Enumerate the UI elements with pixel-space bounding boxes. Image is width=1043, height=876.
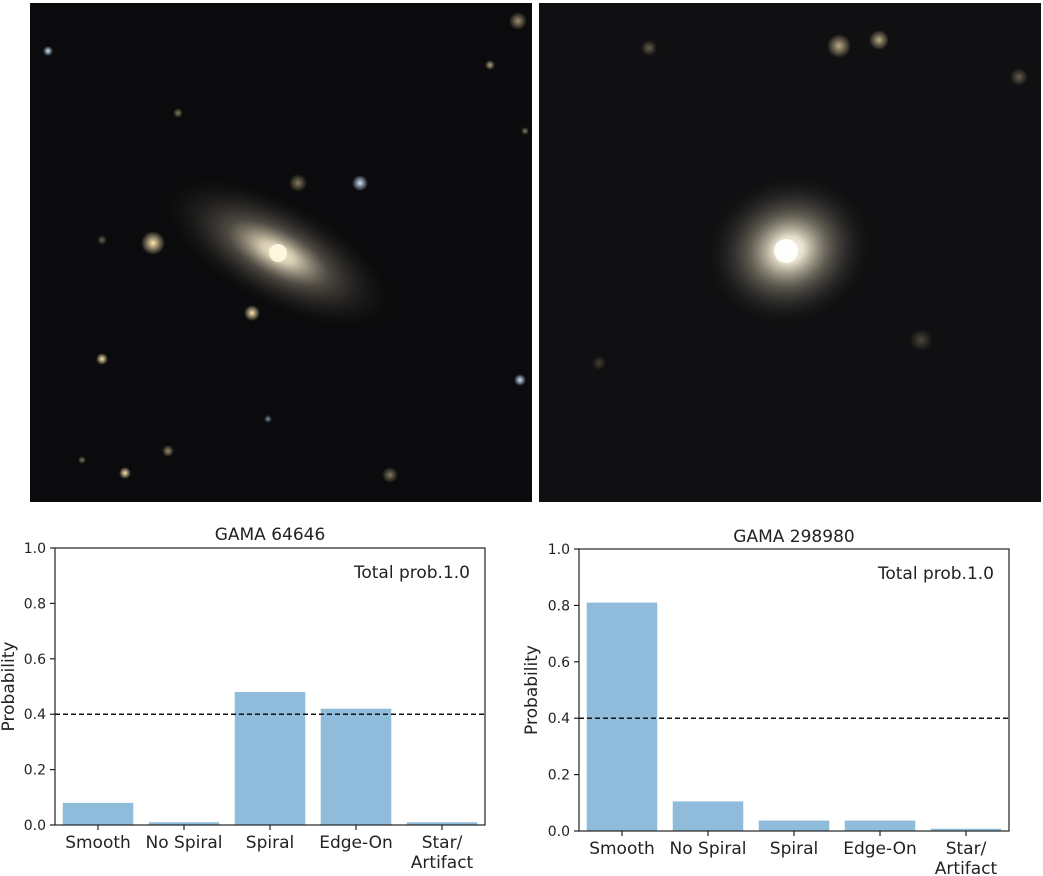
star-point xyxy=(289,174,307,192)
galaxy-image-left xyxy=(30,3,532,502)
x-tick-label: Star/ xyxy=(422,833,463,853)
bar-chart-gama-64646: GAMA 64646 0.0 0.2 0.4 0.6 0.8 1.0 Smooth No Spi… xyxy=(0,525,486,873)
y-tick-label: 0.2 xyxy=(548,768,570,784)
star-point xyxy=(641,40,657,56)
star-point xyxy=(509,12,527,30)
star-point xyxy=(514,374,526,386)
y-tick-label: 0.8 xyxy=(548,598,570,614)
star-point xyxy=(96,353,108,365)
x-tick-label: Artifact xyxy=(411,853,474,873)
star-point xyxy=(173,108,183,118)
galaxy-image-right xyxy=(539,3,1041,502)
bar xyxy=(62,802,134,825)
galaxy-image-left-svg xyxy=(30,3,532,502)
star-point xyxy=(264,415,272,423)
total-prob-annotation: Total prob.1.0 xyxy=(353,563,470,583)
y-tick-label: 0.8 xyxy=(24,596,46,612)
chart-title: GAMA 64646 xyxy=(215,525,326,545)
bar xyxy=(234,692,306,825)
star-point xyxy=(119,467,131,479)
star-point xyxy=(244,305,260,321)
star-point xyxy=(827,34,851,58)
star-point xyxy=(141,231,165,255)
star-point xyxy=(910,329,932,351)
x-tick-label: Smooth xyxy=(65,833,131,853)
x-tick-label: Star/ xyxy=(946,839,987,859)
total-prob-annotation: Total prob.1.0 xyxy=(877,564,994,584)
star-point xyxy=(43,46,53,56)
star-point xyxy=(521,127,529,135)
star-point xyxy=(382,467,398,483)
bar-chart-gama-298980: GAMA 298980 0.0 0.2 0.4 0.6 0.8 1.0 Smooth No Sp… xyxy=(522,527,1010,876)
chart-title: GAMA 298980 xyxy=(733,527,854,547)
y-axis-label: Probability xyxy=(522,645,542,735)
star-point xyxy=(97,235,107,245)
star-point xyxy=(1010,68,1028,86)
y-tick-label: 0.6 xyxy=(548,655,570,671)
y-tick-label: 1.0 xyxy=(24,541,46,557)
bar xyxy=(320,708,392,825)
y-tick-label: 0.4 xyxy=(24,707,46,723)
star-point xyxy=(352,175,368,191)
bar xyxy=(148,822,220,825)
x-tick-label: No Spiral xyxy=(670,839,747,859)
x-tick-label: Artifact xyxy=(935,859,998,876)
star-point xyxy=(869,30,889,50)
y-tick-label: 1.0 xyxy=(548,542,570,558)
x-tick-label: Spiral xyxy=(246,833,294,853)
bar xyxy=(844,820,916,831)
x-tick-label: Edge-On xyxy=(843,839,917,859)
x-tick-label: No Spiral xyxy=(146,833,223,853)
y-tick-label: 0.0 xyxy=(24,818,46,834)
star-point xyxy=(485,60,495,70)
x-tick-label: Spiral xyxy=(770,839,818,859)
star-point xyxy=(592,356,606,370)
star-point xyxy=(162,445,174,457)
y-tick-label: 0.4 xyxy=(548,711,570,727)
galaxy-image-right-svg xyxy=(539,3,1041,502)
bar xyxy=(586,602,658,831)
bar xyxy=(406,822,478,825)
star-point xyxy=(78,456,86,464)
y-tick-label: 0.6 xyxy=(24,652,46,668)
y-tick-label: 0.2 xyxy=(24,763,46,779)
y-tick-label: 0.0 xyxy=(548,824,570,840)
bar xyxy=(758,820,830,831)
x-tick-label: Edge-On xyxy=(319,833,393,853)
bar xyxy=(672,801,744,831)
y-axis-label: Probability xyxy=(0,642,19,732)
bar xyxy=(930,828,1002,831)
x-tick-label: Smooth xyxy=(589,839,655,859)
